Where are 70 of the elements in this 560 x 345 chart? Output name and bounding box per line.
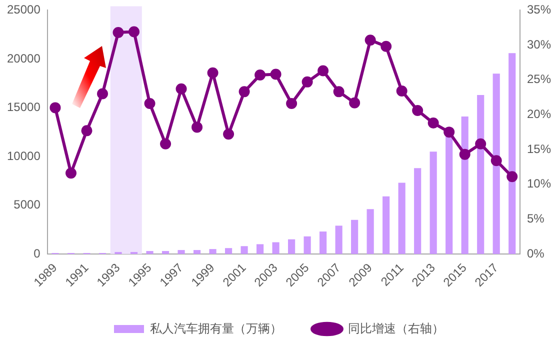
point (444, 126, 455, 138)
point (286, 98, 298, 110)
bar (477, 95, 484, 254)
point (254, 69, 266, 80)
bar (320, 232, 327, 254)
legend-label: 私人汽车拥有量（万辆） (150, 321, 282, 336)
bar (209, 249, 216, 254)
point (270, 68, 282, 80)
point (349, 97, 360, 108)
point (81, 125, 92, 136)
bar (414, 168, 422, 254)
point (50, 102, 61, 114)
point (428, 118, 439, 129)
point (318, 65, 329, 76)
bar (492, 74, 500, 254)
bar (272, 242, 280, 254)
bar (508, 53, 516, 254)
point (364, 34, 376, 46)
point (192, 122, 203, 133)
bar (335, 226, 342, 254)
point (380, 40, 392, 52)
y-tick-label: 5000 (14, 198, 41, 212)
bar (351, 220, 358, 254)
y-tick-label: 15000 (6, 100, 41, 114)
point (144, 98, 156, 110)
point (490, 155, 502, 166)
bar (162, 251, 170, 254)
point (459, 148, 470, 160)
y2-tick-label: 30% (526, 37, 552, 52)
legend-label: 同比增速（右轴） (348, 321, 444, 336)
point (506, 171, 518, 182)
point (207, 67, 218, 78)
bar (193, 250, 201, 254)
point (128, 26, 140, 38)
y2-tick-label: 35% (526, 2, 552, 17)
y2-tick-label: 10% (526, 176, 552, 191)
y2-tick-label: 25% (526, 72, 552, 86)
point (97, 88, 108, 100)
y-tick-label: 10000 (6, 148, 41, 163)
point (66, 168, 76, 179)
bar (178, 250, 185, 254)
bar (240, 246, 248, 254)
bar (398, 182, 406, 254)
point (412, 104, 424, 116)
point (112, 26, 124, 38)
bar (304, 236, 311, 254)
bar (446, 134, 453, 254)
point (160, 138, 172, 150)
bar (382, 196, 390, 254)
bar (288, 239, 296, 254)
point (223, 128, 234, 140)
point (176, 83, 187, 94)
point (302, 76, 313, 88)
y-tick-label: 25000 (6, 2, 41, 17)
y-tick-label: 20000 (6, 51, 41, 66)
y-tick-label: 0 (34, 246, 41, 260)
y2-tick-label: 0% (526, 246, 545, 260)
bar (146, 251, 154, 254)
point (333, 86, 344, 98)
bar (256, 244, 264, 254)
point (238, 86, 250, 98)
y2-tick-label: 15% (526, 142, 552, 156)
y2-tick-label: 5% (526, 211, 545, 226)
y2-tick-label: 20% (526, 106, 552, 121)
point (475, 138, 486, 150)
bar (224, 248, 232, 254)
bar (461, 116, 468, 254)
bar (366, 209, 374, 254)
point (396, 85, 408, 96)
bar (430, 152, 437, 254)
